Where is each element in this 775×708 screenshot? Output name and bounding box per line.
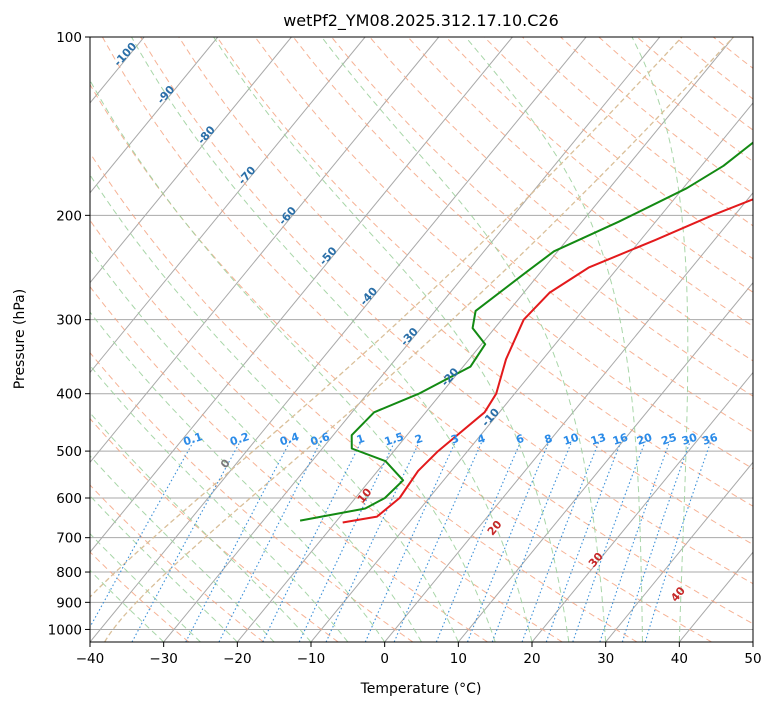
y-tick-label: 800 [56,565,82,581]
isotherm-line [90,37,513,553]
mixing-ratio-label: 3 [449,432,460,447]
y-tick-label: 100 [56,30,82,46]
x-tick-label: 10 [450,651,467,667]
mixing-ratio-label: 6 [514,432,526,447]
x-tick-label: 0 [380,651,389,667]
moist-adiabat-line [90,79,496,642]
isotherm-line [90,37,219,194]
mixing-ratio-line [131,440,242,642]
moist-adiabat-line [465,37,643,642]
dry-adiabat-line [254,37,753,470]
isohume-line [104,37,734,642]
mixing-ratio-label: 1.5 [383,430,406,448]
y-axis-label: Pressure (hPa) [12,289,28,389]
mixing-ratio-label: 0.2 [228,430,251,448]
dewpoint-profile-line [299,141,753,522]
isohume-line [90,37,683,598]
moist-adiabat-line [90,249,422,642]
isotherm-line [163,37,661,642]
isotherm-line [310,102,753,642]
mixing-ratio-line [90,440,195,629]
x-tick-label: 20 [523,651,540,667]
mixing-ratio-line [572,440,647,642]
mixing-ratio-line [393,440,483,642]
x-tick-label: −40 [76,651,105,667]
dry-adiabat-line [90,285,488,642]
x-tick-label: 50 [744,651,761,667]
mixing-ratio-line [364,440,457,642]
x-tick-label: −10 [297,651,326,667]
mixing-ratio-line [545,440,622,642]
mixing-ratio-label: 20 [635,431,654,448]
dry-adiabat-line [90,484,264,642]
mixing-ratio-label: 13 [589,431,608,448]
isopleth-layer [90,37,753,642]
chart-title: wetPf2_YM08.2025.312.17.10.C26 [283,11,559,31]
temperature-profile-line [342,198,753,524]
isotherm-line [531,371,753,642]
isotherm-line [236,37,734,642]
x-tick-label: −30 [149,651,178,667]
y-tick-label: 300 [56,313,82,329]
moist-adiabat-line [90,533,201,642]
axis-layer: −40 −30 −20 −10 0 10 20 30 40 5010020030040050060… [48,30,762,667]
mixing-ratio-label: 30 [680,431,699,448]
y-tick-label: 400 [56,387,82,403]
mixing-ratio-label: 0.6 [309,430,332,448]
dry-adiabat-line [90,417,339,642]
isotherm-line [605,461,753,642]
mixing-ratio-line [435,440,522,642]
dry-adiabat-line [292,37,753,433]
mixing-ratio-line [262,440,363,642]
moist-adiabat-line [90,311,386,642]
dry-adiabat-line [90,551,190,642]
dry-adiabat-line [90,83,712,642]
dry-adiabat-line [216,37,753,507]
x-tick-label: −20 [223,651,252,667]
data-layer [299,141,753,524]
y-tick-label: 700 [56,531,82,547]
mixing-ratio-label: 8 [543,432,554,447]
isotherm-line [90,37,366,374]
y-tick-label: 900 [56,595,82,611]
mixing-ratio-label: 2 [413,432,424,447]
y-tick-label: 500 [56,444,82,460]
dry-adiabat-line [331,37,753,397]
y-tick-label: 600 [56,491,82,507]
moist-adiabat-line [631,37,689,642]
x-tick-label: 40 [671,651,688,667]
isotherm-line [90,37,440,464]
y-tick-label: 200 [56,208,82,224]
y-tick-label: 1000 [48,622,82,638]
moist-adiabat-line [90,495,238,642]
moist-adiabat-line [90,174,459,642]
mixing-ratio-label: 4 [476,432,488,447]
mixing-ratio-label: 0.4 [278,430,301,448]
x-tick-label: 30 [597,651,614,667]
isotherm-line [457,281,753,642]
mixing-ratio-label: 25 [660,431,679,448]
x-axis-label: Temperature (°C) [360,681,482,697]
mixing-ratio-line [644,440,712,642]
mixing-ratio-label: 16 [611,431,630,448]
plot-frame [89,36,754,643]
dry-adiabat-line [90,152,638,642]
dry-adiabat-line [369,37,753,362]
isotherm-line [384,192,753,642]
moist-adiabat-line [90,569,165,642]
mixing-ratio-label: 1 [355,432,366,447]
moist-adiabat-line [131,37,533,642]
dry-adiabat-line [90,219,563,642]
moist-adiabat-line [90,364,349,642]
moist-adiabat-line [213,37,570,642]
mixing-ratio-label: 36 [701,431,720,448]
mixing-ratio-label: 0.1 [182,430,205,448]
moist-adiabat-line [321,37,607,642]
dry-adiabat-line [90,351,414,642]
mixing-ratio-label: 10 [562,431,581,448]
